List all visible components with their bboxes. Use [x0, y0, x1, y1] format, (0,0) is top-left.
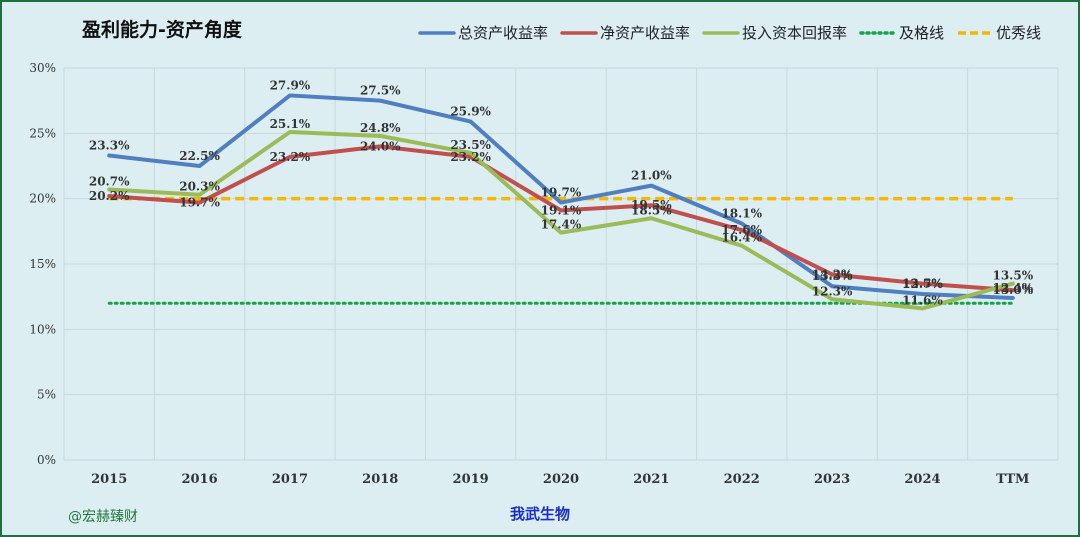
series-lines [107, 93, 1015, 311]
data-label: 20.3% [179, 180, 220, 194]
series-line [107, 93, 1015, 300]
y-tick-label: 5% [37, 388, 56, 402]
data-label: 14.2% [812, 267, 853, 281]
y-tick-label: 15% [29, 257, 56, 271]
data-label: 21.0% [631, 169, 672, 183]
x-tick-label: 2022 [724, 472, 760, 487]
x-tick-label: TTM [996, 472, 1029, 487]
legend-item: 及格线 [859, 24, 944, 42]
data-label: 23.3% [89, 139, 130, 153]
data-label: 22.5% [179, 149, 220, 163]
data-label: 16.4% [721, 231, 762, 245]
data-labels: 23.3% 22.5% 27.9% 27.5% 25.9% 19.7% 21.0% 18.1%… [89, 78, 1034, 307]
data-label: 13.5% [992, 269, 1033, 283]
data-label: 20.2% [89, 189, 130, 203]
data-label: 27.9% [270, 78, 311, 92]
series-line [107, 144, 1015, 293]
x-tick-label: 2023 [814, 472, 850, 487]
legend-label: 优秀线 [996, 24, 1041, 42]
legend-label: 投入资本回报率 [742, 24, 847, 42]
x-tick-label: 2024 [904, 472, 940, 487]
data-label: 20.7% [89, 175, 130, 189]
data-label: 18.1% [721, 206, 762, 220]
legend-label: 净资产收益率 [600, 24, 690, 42]
credit-text: @宏赫臻财 [68, 509, 138, 525]
x-tick-label: 2018 [362, 472, 398, 487]
legend-item: 投入资本回报率 [702, 24, 847, 42]
data-label: 17.4% [541, 218, 582, 232]
data-label: 19.5% [631, 198, 672, 212]
x-tick-label: 2019 [453, 472, 489, 487]
y-tick-label: 0% [37, 453, 56, 467]
data-label: 25.1% [270, 117, 311, 131]
data-label: 12.7% [902, 277, 943, 291]
data-label: 11.6% [902, 293, 943, 307]
legend-item: 净资产收益率 [560, 24, 690, 42]
data-label: 12.4% [992, 281, 1033, 295]
grid [63, 67, 1059, 461]
company-name: 我武生物 [510, 505, 570, 523]
legend-item: 优秀线 [958, 24, 1041, 42]
data-label: 17.6% [721, 223, 762, 237]
data-label: 27.5% [360, 84, 401, 98]
x-tick-label: 2020 [543, 472, 579, 487]
y-tick-label: 20% [29, 192, 56, 206]
x-tick-label: 2017 [272, 472, 308, 487]
series-line [107, 130, 1015, 311]
y-tick-label: 10% [29, 322, 56, 336]
x-tick-label: 2021 [633, 472, 669, 487]
data-label: 13.0% [992, 283, 1033, 297]
data-label: 24.8% [360, 121, 401, 135]
data-label: 25.9% [450, 105, 491, 119]
data-label: 23.2% [270, 150, 311, 164]
data-label: 18.5% [631, 203, 672, 217]
chart-title: 盈利能力-资产角度 [81, 18, 243, 41]
legend-label: 及格线 [899, 24, 944, 42]
data-label: 23.2% [450, 150, 491, 164]
data-label: 13.5% [902, 277, 943, 291]
x-tick-label: 2016 [181, 472, 217, 487]
data-label: 23.5% [450, 138, 491, 152]
x-tick-label: 2015 [91, 472, 127, 487]
y-tick-label: 25% [29, 126, 56, 140]
legend-item: 总资产收益率 [418, 24, 548, 42]
data-label: 19.1% [541, 203, 582, 217]
data-label: 19.7% [179, 196, 220, 210]
legend: 总资产收益率 净资产收益率 投入资本回报率 及格线 优秀线 [418, 24, 1041, 42]
data-label: 19.7% [541, 186, 582, 200]
x-axis: 2015 2016 2017 2018 2019 2020 2021 2022 2023 2024… [91, 472, 1029, 487]
y-axis: 0% 5% 10% 15% 20% 25% 30% [29, 61, 56, 467]
data-label: 12.3% [812, 284, 853, 298]
y-tick-label: 30% [29, 61, 56, 75]
data-label: 13.3% [812, 269, 853, 283]
legend-label: 总资产收益率 [458, 24, 548, 42]
data-label: 24.0% [360, 139, 401, 153]
